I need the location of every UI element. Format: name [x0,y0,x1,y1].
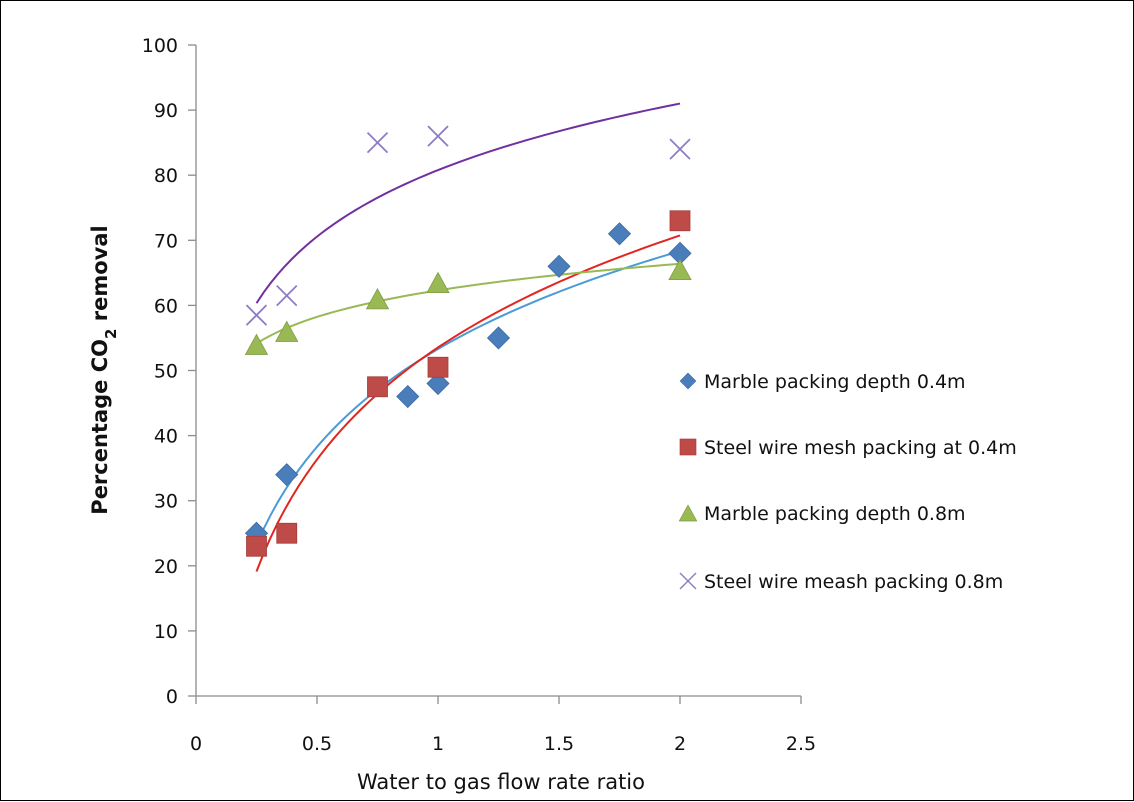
legend-marker-shape [679,372,697,390]
legend-marker-shape [678,504,698,522]
legend-marker-triangle [678,504,698,522]
data-point-square [276,522,298,544]
y-tick-label: 60 [154,295,178,317]
y-axis-label: Percentage CO2 removal [88,225,120,514]
x-tick-label: 1 [432,733,444,755]
legend-item: Steel wire meash packing 0.8m [679,571,1003,593]
x-marker-stroke [366,132,389,154]
y-tick-label: 10 [154,621,178,643]
y-axis-label-prefix: Percentage CO [88,339,112,515]
legend-marker-square [679,438,697,456]
legend-label: Marble packing depth 0.4m [704,371,966,393]
y-tick-label: 0 [166,686,178,708]
legend-label: Steel wire meash packing 0.8m [704,571,1003,593]
data-point-triangle [668,258,692,280]
data-point-diamond [275,463,299,487]
x-marker-stroke [427,125,449,147]
data-point-triangle [275,320,299,342]
x-tick-label: 1.5 [544,733,574,755]
data-point-x [245,304,268,326]
data-point-diamond [547,254,571,278]
data-point-x [276,284,298,307]
legend-label: Marble packing depth 0.8m [704,503,966,525]
y-tick-label: 70 [154,230,178,252]
trendline [255,250,681,546]
y-tick-label: 80 [154,165,178,187]
legend-marker-shape [679,438,697,456]
x-tick-label: 0 [190,733,202,755]
trendline [255,262,681,345]
y-tick-label: 20 [154,556,178,578]
x-marker-stroke [276,284,298,307]
x-tick-label: 2.5 [786,733,816,755]
legend: Marble packing depth 0.4m Steel wire mesh… [678,371,1017,593]
legend-marker-diamond [679,372,697,390]
x-tick-label: 0.5 [302,733,332,755]
data-point-x [366,132,389,154]
data-point-diamond [426,371,450,396]
data-points [244,125,692,557]
data-point-triangle [365,288,390,310]
data-point-triangle [244,333,269,355]
data-point-square [669,210,691,232]
legend-label: Steel wire mesh packing at 0.4m [704,437,1017,459]
y-tick-label: 40 [154,426,178,448]
x-marker-stroke [245,304,268,326]
y-tick-label: 90 [154,100,178,122]
y-axis-label-subscript: 2 [102,329,120,339]
x-tick-label: 2 [674,733,686,755]
data-point-diamond [607,222,632,246]
x-marker-stroke [669,138,691,160]
legend-item: Marble packing depth 0.8m [678,503,966,525]
axes: 0 10 20 30 40 50 60 70 80 90 100 0 0.5 1 1.5 2 2.5 [142,35,816,755]
legend-item: Steel wire mesh packing at 0.4m [679,437,1017,459]
data-point-square [246,535,267,557]
data-point-diamond [396,384,420,409]
y-tick-label: 50 [154,361,178,383]
data-point-square [427,356,449,378]
legend-marker-shape [679,572,697,590]
data-point-x [427,125,449,147]
trendline [255,234,681,572]
data-point-triangle [426,271,450,294]
trendline [255,102,681,304]
y-tick-label: 100 [142,35,178,57]
legend-item: Marble packing depth 0.4m [679,371,966,393]
data-point-square [367,376,388,398]
y-tick-label: 30 [154,491,178,513]
legend-marker-x [679,572,697,590]
y-axis-label-suffix: removal [88,225,112,328]
x-marker-stroke [679,572,697,590]
data-point-diamond [486,326,511,350]
data-point-x [669,138,691,160]
x-axis-label: Water to gas flow rate ratio [357,770,645,794]
trendlines [255,102,681,572]
